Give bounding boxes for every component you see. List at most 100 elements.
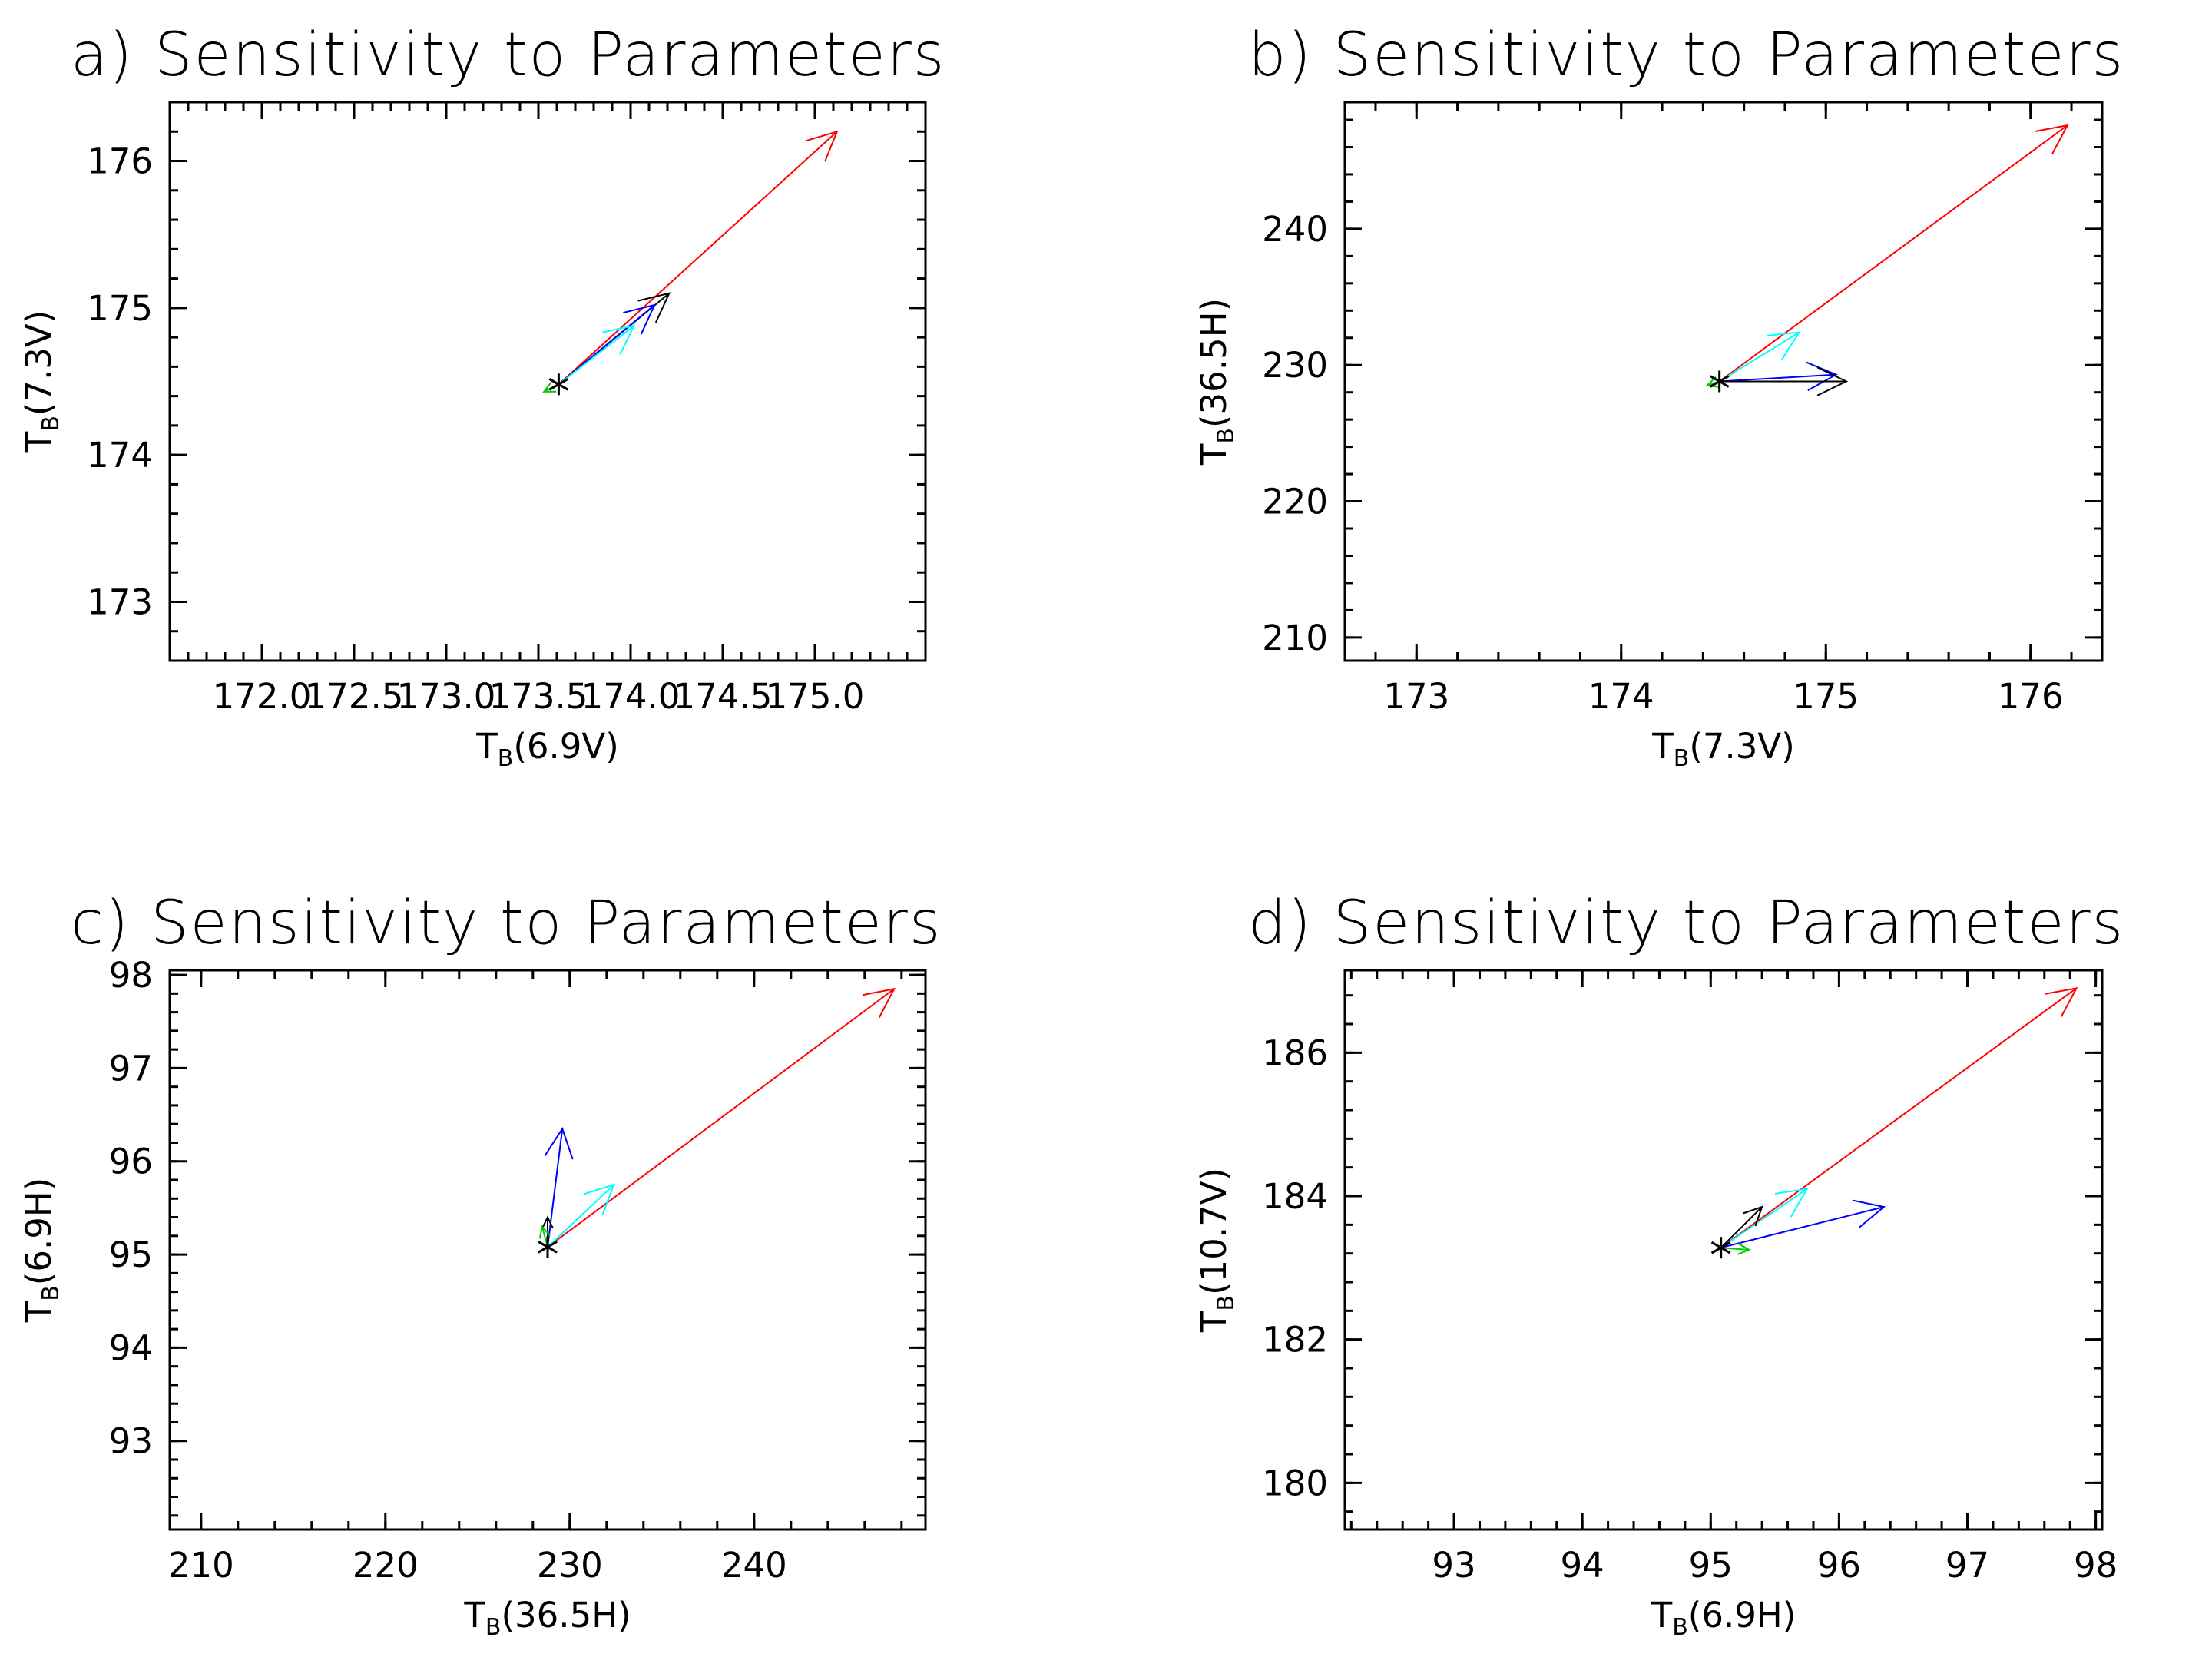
x-axis-label: TB(6.9H)	[1651, 1595, 1796, 1641]
x-tick-label: 173.5	[489, 676, 588, 717]
arrow-shaft	[1719, 331, 1800, 383]
arrow-shaft	[558, 131, 838, 386]
x-tick-label: 240	[721, 1545, 787, 1586]
x-tick-label: 96	[1817, 1545, 1861, 1586]
y-axis-label: TB(7.3V)	[18, 310, 65, 454]
chart-panel-a: a) Sensitivity to Parameters172.0172.517…	[18, 21, 945, 772]
x-tick-label: 174	[1588, 676, 1654, 717]
arrow-head	[541, 1215, 554, 1229]
x-tick-label: 172.5	[305, 676, 404, 717]
origin-marker-stroke	[548, 378, 569, 391]
arrow-head	[1806, 361, 1838, 391]
arrow-head	[2045, 986, 2078, 1017]
y-tick-label: 93	[109, 1421, 153, 1462]
y-tick-label: 96	[109, 1142, 153, 1182]
arrow-head	[806, 130, 839, 162]
sensitivity-arrow	[1720, 1188, 1809, 1249]
arrow-shaft	[1720, 1206, 1885, 1249]
x-tick-label: 220	[353, 1545, 419, 1586]
x-tick-label: 210	[168, 1545, 234, 1586]
origin-marker-stroke	[538, 1241, 558, 1254]
sensitivity-arrow	[558, 130, 839, 386]
arrow-shaft	[558, 325, 635, 386]
arrow-shaft	[1719, 124, 2068, 383]
y-axis-label: TB(10.7V)	[1194, 1168, 1240, 1333]
sensitivity-arrow	[558, 324, 636, 386]
arrow-shaft	[1720, 1206, 1763, 1248]
x-tick-label: 172.0	[213, 676, 312, 717]
chart-panel-d: d) Sensitivity to Parameters 93 94 95 96 97 98…	[1194, 889, 2124, 1641]
x-tick-label: 173	[1383, 676, 1449, 717]
y-axis-label: TB(36.5H)	[1194, 298, 1240, 466]
y-tick-label: 173	[87, 582, 153, 622]
arrow-head	[862, 987, 896, 1018]
plot-frame	[1343, 101, 2104, 662]
sensitivity-arrow	[1720, 986, 2078, 1249]
origin-marker-stroke	[1709, 375, 1730, 388]
x-tick-label: 174.0	[581, 676, 680, 717]
arrow-shaft	[1720, 987, 2078, 1249]
arrow-shaft	[1720, 1247, 1750, 1251]
y-tick-label: 176	[87, 141, 153, 182]
arrow-head	[583, 1183, 616, 1215]
origin-marker	[538, 1236, 558, 1258]
x-axis-label: TB(6.9V)	[475, 726, 619, 772]
sensitivity-arrow	[1720, 1243, 1751, 1255]
sensitivity-arrow	[1720, 1205, 1763, 1248]
sensitivity-arrow	[544, 1126, 574, 1248]
x-tick-label: 93	[1432, 1545, 1475, 1586]
chart-title: a) Sensitivity to Parameters	[71, 21, 945, 90]
arrow-shaft	[547, 1128, 564, 1248]
arrow-head	[2035, 124, 2069, 154]
y-tick-label: 230	[1262, 345, 1328, 386]
x-tick-label: 174.5	[674, 676, 773, 717]
y-tick-label: 94	[109, 1327, 153, 1368]
y-axis-label: TB(6.9H)	[18, 1178, 65, 1324]
x-tick-label: 175	[1793, 676, 1859, 717]
x-tick-label: 95	[1689, 1545, 1733, 1586]
sensitivity-arrow	[547, 1183, 616, 1248]
arrow-head	[602, 324, 636, 355]
y-tick-label: 220	[1262, 482, 1328, 522]
y-tick-label: 97	[109, 1048, 153, 1089]
chart-panel-b: b) Sensitivity to Parameters 173 174 175 176…	[1194, 21, 2124, 772]
x-tick-label: 175.0	[766, 676, 865, 717]
y-tick-label: 174	[87, 435, 153, 476]
arrow-head	[544, 1126, 574, 1160]
arrow-shaft	[547, 1184, 615, 1248]
sensitivity-arrow	[1719, 361, 1838, 391]
sensitivity-arrow	[1719, 331, 1801, 383]
y-tick-label: 95	[109, 1234, 153, 1275]
origin-marker	[1710, 1237, 1731, 1259]
plot-frame	[168, 969, 927, 1531]
y-tick-label: 182	[1262, 1320, 1328, 1360]
origin-marker-stroke	[1710, 1241, 1731, 1254]
y-tick-label: 186	[1262, 1032, 1328, 1073]
x-axis-label: TB(7.3V)	[1651, 726, 1795, 772]
arrow-head	[1774, 1188, 1809, 1218]
chart-panel-c: c) Sensitivity to Parameters 210 220 230 240…	[18, 889, 941, 1641]
arrow-head	[1767, 331, 1801, 360]
chart-title: d) Sensitivity to Parameters	[1248, 889, 2124, 958]
arrow-shaft	[1720, 1188, 1808, 1249]
arrow-head	[1852, 1199, 1886, 1228]
arrow-head	[1816, 366, 1849, 396]
origin-marker	[548, 373, 569, 396]
arrow-head	[1705, 376, 1720, 388]
sensitivity-arrow	[547, 987, 896, 1248]
arrow-head	[1742, 1205, 1763, 1227]
origin-marker	[1709, 370, 1730, 393]
y-tick-label: 175	[87, 288, 153, 329]
arrow-head	[1737, 1243, 1751, 1255]
x-tick-label: 176	[1998, 676, 2064, 717]
arrow-head	[623, 303, 656, 335]
arrow-head	[542, 381, 557, 393]
sensitivity-arrow	[1719, 124, 2069, 383]
x-tick-label: 173.0	[397, 676, 496, 717]
arrow-shaft	[547, 988, 895, 1248]
chart-title: b) Sensitivity to Parameters	[1248, 21, 2124, 90]
y-tick-label: 180	[1262, 1463, 1328, 1503]
plot-frame	[168, 101, 927, 662]
y-tick-label: 240	[1262, 209, 1328, 250]
